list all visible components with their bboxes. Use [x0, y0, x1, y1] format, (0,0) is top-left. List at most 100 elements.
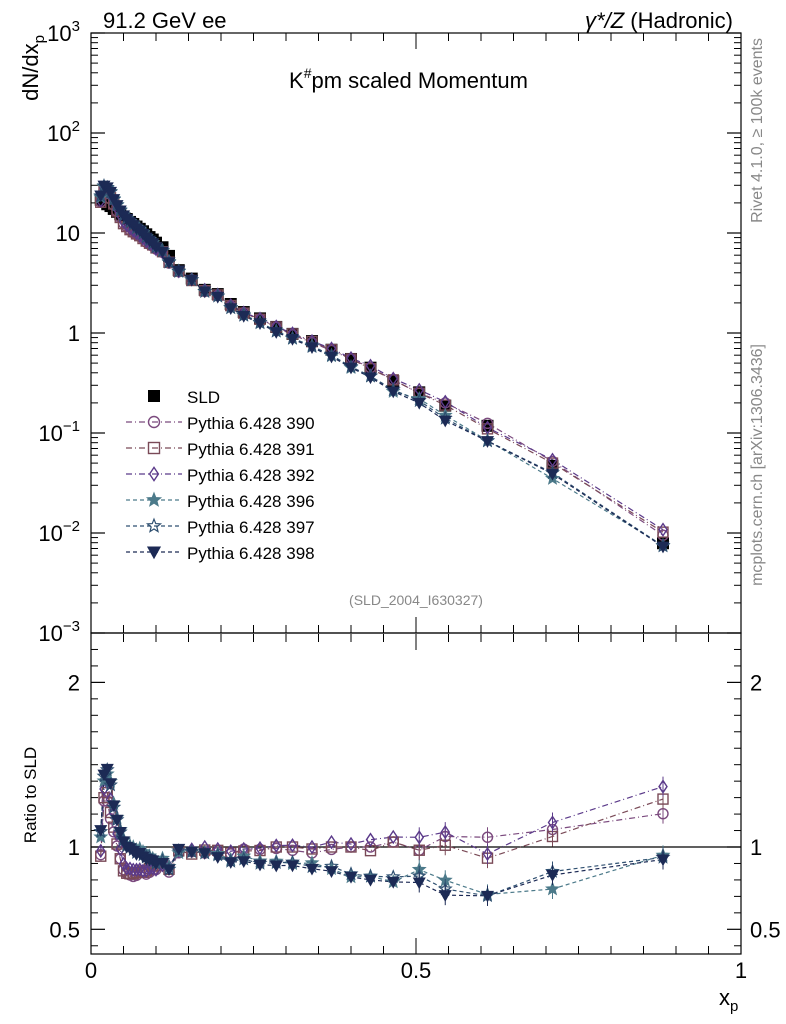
ratio-series-line — [100, 780, 664, 872]
legend-label: Pythia 6.428 390 — [187, 414, 315, 433]
main-series-point — [155, 246, 170, 259]
ratio-series-line — [100, 767, 664, 897]
ratio-series-point — [440, 824, 451, 840]
ratio-series-point — [269, 860, 283, 873]
rivet-version-label: Rivet 4.1.0, ≥ 100k events — [749, 38, 766, 223]
main-series-point — [545, 468, 560, 481]
ratio-series-point — [480, 890, 495, 903]
main-series-point — [162, 257, 176, 269]
ratio-ytick-label: 1 — [68, 835, 80, 860]
legend-label: Pythia 6.428 397 — [187, 518, 315, 537]
ratio-series-point — [224, 857, 238, 869]
main-series-line — [100, 184, 664, 548]
legend-label: Pythia 6.428 391 — [187, 440, 315, 459]
main-series-point — [237, 310, 251, 323]
ratio-series-point — [113, 827, 127, 839]
x-tick-label: 1 — [735, 958, 747, 983]
ratio-series-point — [100, 763, 114, 776]
ratio-series-point — [131, 862, 142, 877]
ratio-series-point — [656, 854, 670, 867]
ratio-series-point — [386, 876, 400, 889]
ratio-series-point — [198, 848, 212, 860]
ratio-series-point — [346, 836, 356, 852]
main-series-point — [253, 318, 267, 331]
legend-marker — [147, 415, 161, 429]
main-series-point — [103, 186, 118, 199]
ratio-series-point — [307, 839, 317, 855]
ratio-series-point — [125, 861, 135, 876]
ratio-series-point — [545, 881, 560, 896]
main-series-point — [344, 362, 358, 375]
header-energy-label: 91.2 GeV ee — [103, 8, 227, 33]
ratio-series-point — [325, 843, 338, 856]
legend-marker — [145, 517, 163, 533]
legend-label: Pythia 6.428 396 — [187, 492, 315, 511]
main-series-line — [100, 189, 664, 533]
main-series-point — [269, 327, 283, 339]
ratio-series-point — [414, 830, 425, 845]
main-ytick-label: 1 — [68, 321, 80, 346]
ratio-series-point — [107, 800, 121, 813]
ratio-series-point — [162, 864, 176, 877]
ratio-series-point — [271, 838, 282, 853]
ratio-series-line — [100, 791, 664, 875]
ratio-series-point — [103, 778, 118, 791]
analysis-watermark: (SLD_2004_I630327) — [349, 592, 483, 608]
main-series-point — [107, 194, 121, 206]
ratio-series-point — [388, 829, 399, 845]
ratio-series-point — [285, 860, 300, 873]
main-series-point — [386, 386, 400, 399]
header-process-label: γ*/Z (Hadronic) — [585, 8, 733, 33]
ratio-ytick-label-right: 2 — [750, 670, 762, 695]
ratio-series-point — [658, 779, 668, 794]
ratio-series-point — [121, 861, 132, 876]
ratio-series-point — [412, 877, 426, 890]
legend-sld-marker — [148, 390, 160, 402]
legend-label: Pythia 6.428 398 — [187, 544, 315, 563]
ratio-ytick-label-right: 0.5 — [750, 917, 781, 942]
ratio-series-point — [325, 841, 338, 853]
legend-label: Pythia 6.428 392 — [187, 466, 315, 485]
ratio-series-point — [344, 871, 358, 884]
legend-marker — [147, 441, 161, 455]
ratio-series-point — [253, 859, 267, 872]
ratio-series-point — [324, 866, 339, 878]
x-tick-label: 0 — [85, 958, 97, 983]
ratio-series-point — [365, 832, 376, 847]
x-tick-label: 0.5 — [401, 958, 432, 983]
ratio-ytick-label-right: 1 — [750, 835, 762, 860]
main-ytick-label: 103 — [47, 18, 80, 46]
ratio-series-point — [94, 825, 108, 837]
main-series-line — [100, 189, 664, 536]
main-series-point — [185, 274, 199, 287]
chart-title: K#pm scaled Momentum — [289, 65, 528, 93]
ratio-series-point — [115, 841, 126, 857]
ratio-series-point — [305, 863, 319, 876]
legend-marker — [146, 546, 162, 560]
main-ytick-label: 10−3 — [38, 618, 80, 646]
ratio-series-point — [110, 814, 124, 827]
main-series-point — [656, 541, 670, 554]
main-series-point — [658, 522, 668, 537]
ratio-series-point — [545, 870, 560, 882]
ratio-series-point — [128, 862, 139, 878]
main-series-point — [305, 342, 319, 355]
main-series-point — [285, 334, 300, 346]
ratio-series-point — [95, 850, 107, 862]
main-ytick-label: 10 — [56, 221, 80, 246]
main-series-point — [211, 291, 225, 304]
ratio-series-point — [185, 846, 199, 859]
main-series-point — [438, 415, 452, 428]
ratio-series-point — [237, 856, 251, 868]
ratio-series-point — [116, 836, 131, 849]
ratio-series-point — [95, 843, 106, 859]
main-ytick-label: 10−1 — [38, 418, 80, 446]
main-series-point — [94, 190, 108, 203]
main-series-point — [412, 397, 426, 410]
ratio-series-point — [482, 846, 493, 862]
ratio-series-point — [172, 843, 186, 856]
x-axis-label: xp — [719, 985, 738, 1015]
ratio-series-point — [326, 834, 337, 850]
main-series-point — [363, 372, 378, 385]
